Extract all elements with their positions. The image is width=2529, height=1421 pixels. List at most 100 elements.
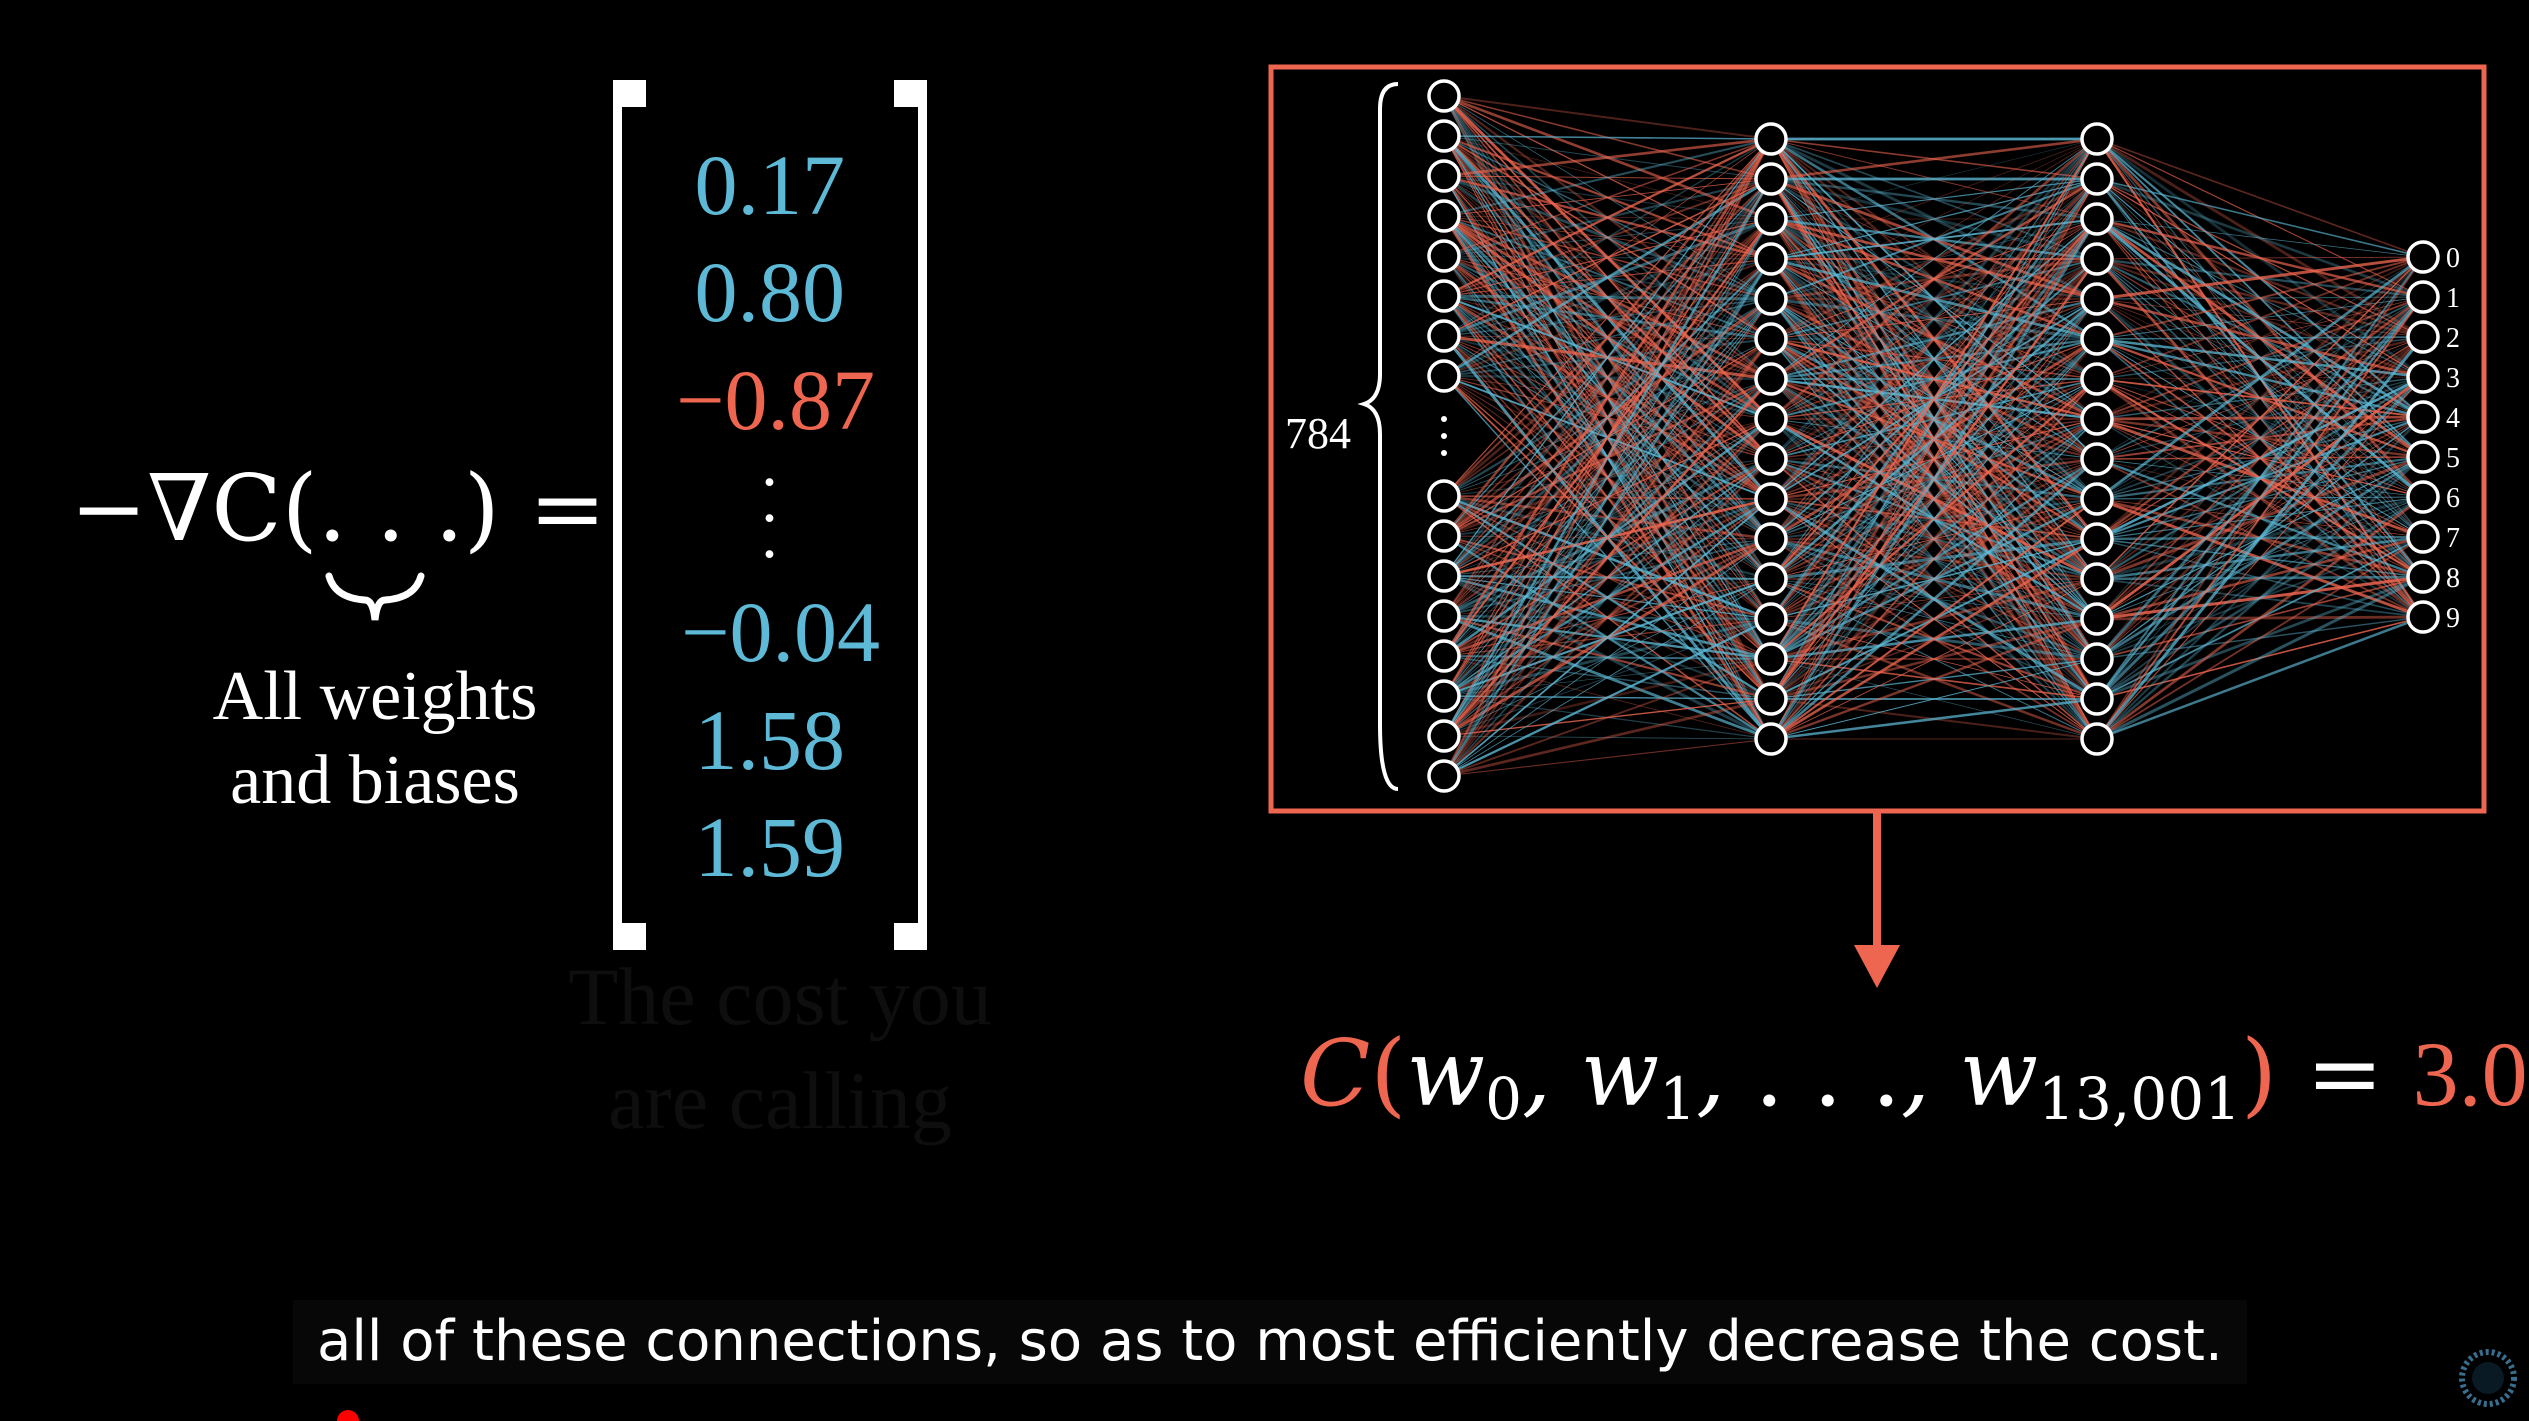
neuron-node <box>1427 319 1461 353</box>
network-edge <box>2096 535 2424 621</box>
network-edge <box>2096 296 2424 700</box>
output-labels: 0 1 2 3 4 5 6 7 8 9 <box>2446 243 2460 634</box>
network-edge <box>1443 578 1772 777</box>
network-edge <box>2096 376 2424 740</box>
progress-scrubber-handle[interactable] <box>337 1410 359 1421</box>
gradient-prefix: −∇C( <box>70 455 318 562</box>
cost-close-paren: ) <box>2241 1020 2277 1127</box>
neuron-node <box>1754 642 1788 676</box>
neuron-node <box>1754 322 1788 356</box>
network-edge <box>2096 536 2424 660</box>
network-edge <box>1443 378 1772 777</box>
network-edge <box>1770 138 2098 740</box>
neuron-node <box>1754 482 1788 516</box>
channel-logo-icon[interactable] <box>2458 1348 2518 1408</box>
neuron-node <box>2406 560 2440 594</box>
network-edge <box>1443 218 1772 737</box>
vector-brackets <box>613 80 927 950</box>
network-edge <box>2096 456 2424 740</box>
neuron-node <box>1427 79 1461 113</box>
output-digit-label: 5 <box>2446 443 2460 474</box>
cost-open-paren: ( <box>1370 1020 1407 1127</box>
neuron-node <box>2406 320 2440 354</box>
network-edge <box>2096 575 2424 741</box>
network-edge <box>1443 298 1772 777</box>
neuron-node <box>1427 519 1461 553</box>
neuron-node <box>1427 239 1461 273</box>
network-edge <box>1442 138 1773 657</box>
network-edge <box>1443 538 1772 777</box>
neuron-node <box>1754 522 1788 556</box>
vector-entry: −0.04 <box>680 584 880 680</box>
network-edge <box>1443 418 1772 737</box>
network-edge <box>2096 256 2424 580</box>
network-edge <box>2096 218 2424 258</box>
network-edge <box>1770 138 2098 380</box>
output-digit-label: 6 <box>2446 483 2460 514</box>
network-edge <box>2096 256 2424 380</box>
network-edge <box>2096 296 2424 740</box>
network-edge <box>1769 338 2099 740</box>
network-edge <box>1770 138 2098 620</box>
vector-entry: 1.59 <box>694 799 846 895</box>
network-edge <box>1443 138 1772 697</box>
neuron-node <box>1427 359 1461 393</box>
network-edge <box>1770 138 2098 460</box>
vector-entry: 0.17 <box>694 137 846 233</box>
weights-biases-label: All weights and biases <box>150 655 600 823</box>
neuron-node <box>1754 682 1788 716</box>
faded-caption-text: The cost you are calling <box>520 945 1040 1153</box>
network-edge <box>1770 178 2098 740</box>
comma: , <box>1900 1020 1931 1127</box>
network-edge <box>1770 578 2098 740</box>
network-edge <box>1443 215 1772 260</box>
neuron-node <box>2406 240 2440 274</box>
cost-func-name: C <box>1300 1020 1371 1127</box>
network-edge <box>1770 138 2098 500</box>
neuron-node <box>2406 280 2440 314</box>
network-edge <box>1770 457 2098 741</box>
neuron-node <box>2406 440 2440 474</box>
network-edge <box>1770 138 2098 580</box>
weight-var: w <box>1406 1020 1486 1127</box>
neuron-node <box>1427 159 1461 193</box>
output-digit-label: 4 <box>2446 403 2460 434</box>
network-edge <box>2096 178 2424 258</box>
neuron-node <box>2080 482 2114 516</box>
network-edge <box>2096 456 2424 700</box>
network-edge <box>1443 338 1772 777</box>
network-edge <box>2096 615 2424 741</box>
network-edge <box>1443 658 1772 777</box>
neuron-node <box>2080 362 2114 396</box>
neuron-node <box>1427 119 1461 153</box>
neuron-node <box>2080 402 2114 436</box>
network-edge <box>1770 537 2098 741</box>
network-edge <box>1770 138 2098 660</box>
weight-sub-n: 13,001 <box>2038 1065 2242 1133</box>
network-edge <box>1770 617 2098 741</box>
neuron-node <box>1754 562 1788 596</box>
neuron-node <box>2406 480 2440 514</box>
neuron-node <box>2406 600 2440 634</box>
neuron-node <box>1427 759 1461 793</box>
network-edge <box>1770 138 2098 260</box>
network-edge <box>1443 135 1772 140</box>
neural-network-diagram: 0 1 2 3 4 5 6 7 8 9 <box>1268 64 2487 814</box>
network-edge <box>1443 138 1772 617</box>
output-digit-label: 2 <box>2446 323 2460 354</box>
cost-function-formula: C(w0, w1, . . ., w13,001) = 3.06 <box>1300 1020 2529 1133</box>
network-edge <box>2096 256 2424 540</box>
gradient-suffix: ) = <box>463 455 607 562</box>
network-edge <box>1770 298 2098 740</box>
network-edge <box>2096 296 2424 420</box>
neuron-node <box>1427 719 1461 753</box>
network-nodes <box>1427 79 2440 793</box>
comma: , <box>1696 1020 1726 1127</box>
network-edge <box>1443 138 1772 737</box>
input-brace-icon <box>1357 82 1399 791</box>
input-ellipsis <box>1441 416 1447 456</box>
neuron-node <box>2080 682 2114 716</box>
neuron-node <box>2080 202 2114 236</box>
network-edge <box>1443 458 1772 777</box>
